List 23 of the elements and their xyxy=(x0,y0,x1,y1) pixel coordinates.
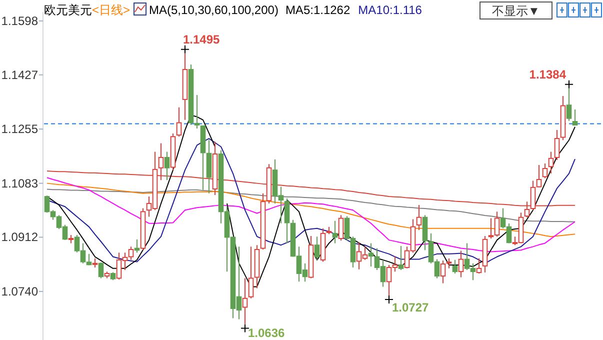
candlestick xyxy=(416,204,422,230)
text: MA5:1.1262 xyxy=(285,3,350,17)
annotation: 1.1495 xyxy=(183,32,220,46)
candlestick xyxy=(548,151,554,174)
y-tick-label: 1.1083 xyxy=(1,176,38,190)
candlestick xyxy=(332,220,338,244)
y-tick-label: 1.1598 xyxy=(1,14,38,28)
candlestick xyxy=(206,140,212,194)
annotation: 不显示▼ xyxy=(492,4,540,18)
annotation: 1.0727 xyxy=(392,300,430,315)
y-tick-label: 1.0912 xyxy=(1,230,38,244)
annotation: MA(5,10,30,60,100,200) xyxy=(149,3,278,17)
candlestick xyxy=(542,162,548,179)
chart-title: 欧元美元 xyxy=(44,3,92,17)
y-tick-label: 1.0740 xyxy=(1,284,38,298)
y-tick-label: 1.1255 xyxy=(1,122,38,136)
text: MA10:1.116 xyxy=(358,3,422,17)
y-tick-label: 1.1427 xyxy=(1,68,38,82)
candlestick xyxy=(368,242,374,268)
annotation: 1.0636 xyxy=(248,326,286,340)
annotation: 1.1384 xyxy=(529,67,566,82)
chart-subtitle: <日线> xyxy=(92,3,130,17)
candlestick xyxy=(458,250,464,278)
